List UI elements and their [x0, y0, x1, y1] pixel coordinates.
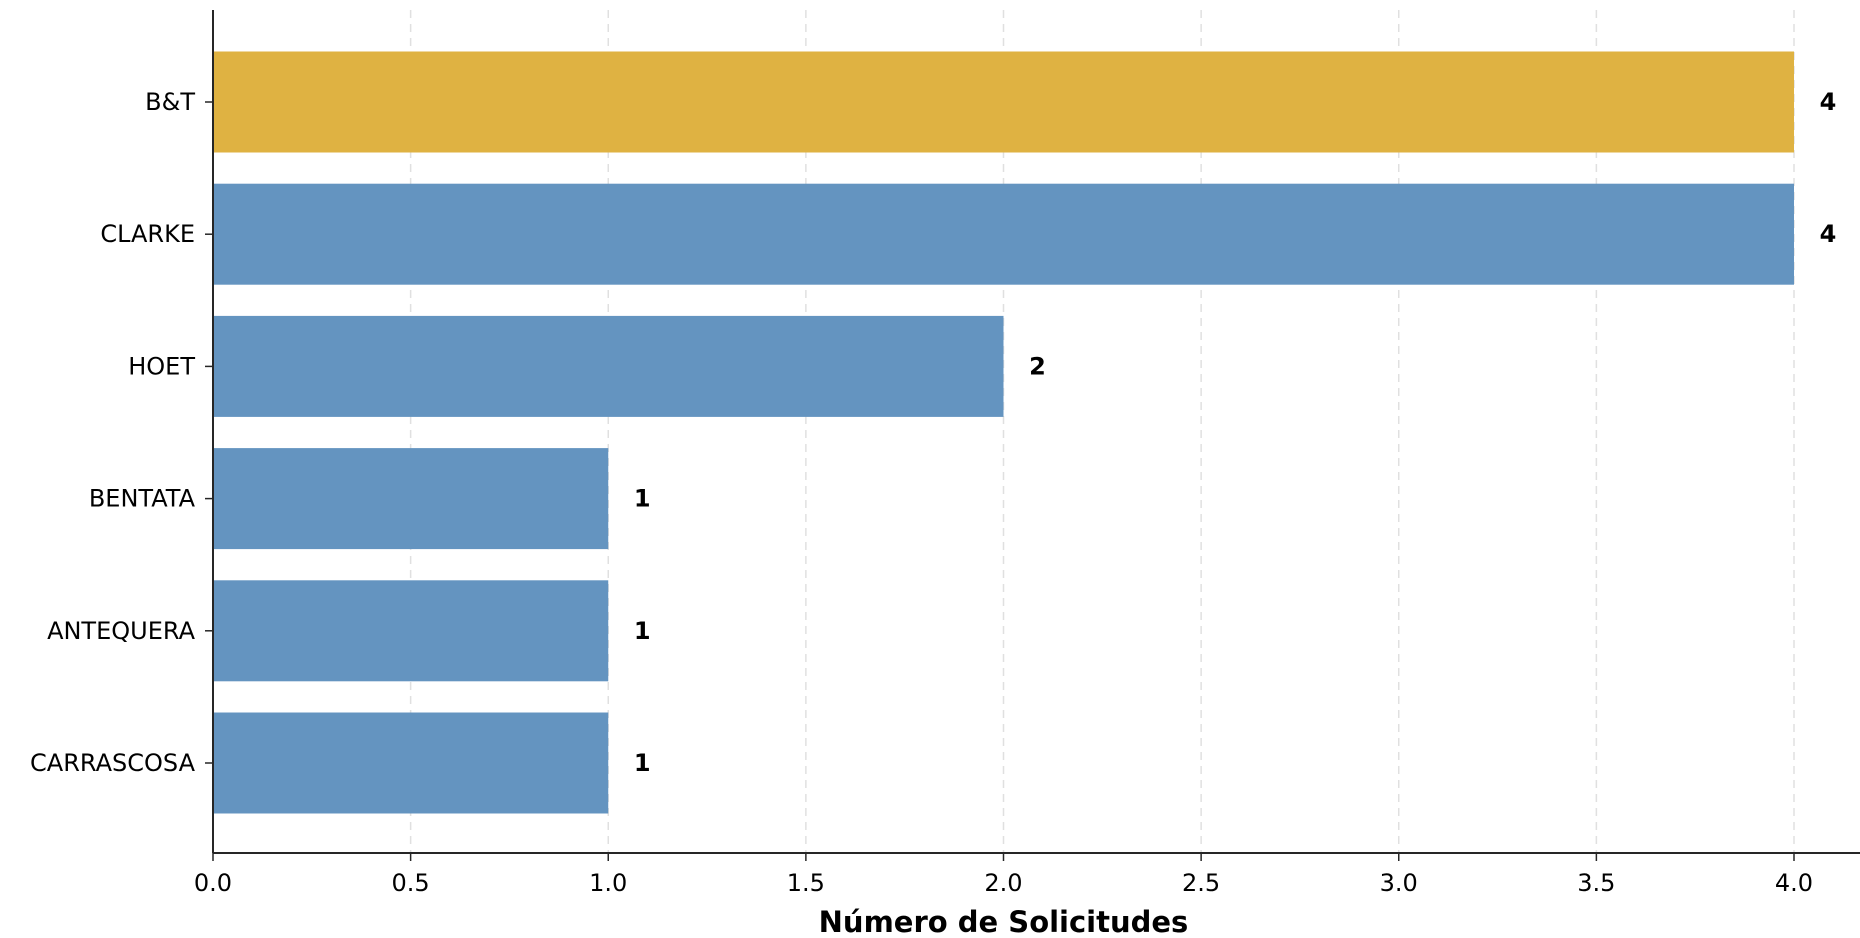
bar-3 — [213, 448, 609, 550]
value-label: 1 — [634, 485, 651, 513]
category-label: CARRASCOSA — [30, 749, 196, 777]
bars — [213, 51, 1794, 814]
value-label: 4 — [1820, 220, 1837, 248]
x-tick-label: 3.0 — [1380, 869, 1418, 897]
x-tick-label: 2.0 — [984, 869, 1022, 897]
category-label: B&T — [145, 88, 195, 116]
category-label: BENTATA — [89, 485, 196, 513]
x-tick-label: 1.5 — [787, 869, 825, 897]
x-tick-label: 2.5 — [1182, 869, 1220, 897]
bar-4 — [213, 580, 609, 682]
bar-2 — [213, 315, 1004, 417]
value-label: 1 — [634, 617, 651, 645]
value-label: 4 — [1820, 88, 1837, 116]
bar-5 — [213, 712, 609, 814]
value-label: 1 — [634, 749, 651, 777]
x-tick-label: 1.0 — [589, 869, 627, 897]
category-label: ANTEQUERA — [47, 617, 196, 645]
x-tick-label: 0.5 — [392, 869, 430, 897]
category-label: CLARKE — [100, 220, 195, 248]
category-label: HOET — [128, 352, 195, 380]
x-tick-label: 3.5 — [1577, 869, 1615, 897]
x-tick-label: 0.0 — [194, 869, 232, 897]
value-label: 2 — [1029, 352, 1046, 380]
x-axis-title: Número de Solicitudes — [819, 905, 1189, 938]
bar-1 — [213, 183, 1794, 285]
labels: B&T 4 CLARKE 4 HOET 2 BENTATA 1 ANTEQUERA 1 CARRAS… — [30, 88, 1836, 897]
axes — [205, 10, 1860, 861]
x-tick-label: 4.0 — [1775, 869, 1813, 897]
bar-0 — [213, 51, 1794, 153]
